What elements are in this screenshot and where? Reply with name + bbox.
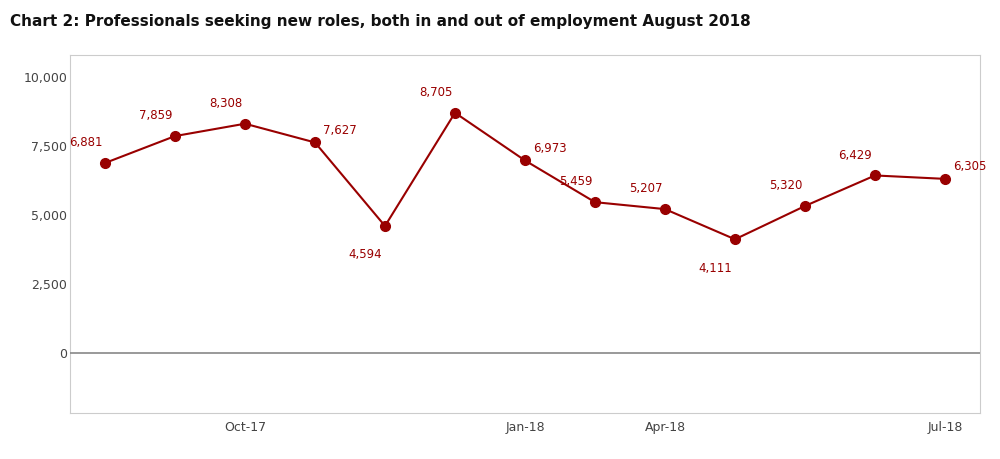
- Text: 6,881: 6,881: [69, 136, 102, 149]
- Text: 4,594: 4,594: [349, 248, 382, 261]
- Text: 8,705: 8,705: [419, 86, 452, 99]
- Text: 6,973: 6,973: [533, 142, 567, 155]
- Text: 5,207: 5,207: [629, 182, 662, 195]
- Text: Chart 2: Professionals seeking new roles, both in and out of employment August 2: Chart 2: Professionals seeking new roles…: [10, 14, 751, 29]
- Text: 7,859: 7,859: [139, 109, 172, 122]
- Text: 5,459: 5,459: [559, 175, 592, 188]
- Text: 5,320: 5,320: [769, 179, 802, 192]
- Text: 6,305: 6,305: [953, 160, 987, 174]
- Text: 6,429: 6,429: [838, 149, 872, 162]
- Text: 8,308: 8,308: [209, 97, 242, 110]
- Text: 4,111: 4,111: [698, 262, 732, 274]
- Text: 7,627: 7,627: [323, 124, 357, 137]
